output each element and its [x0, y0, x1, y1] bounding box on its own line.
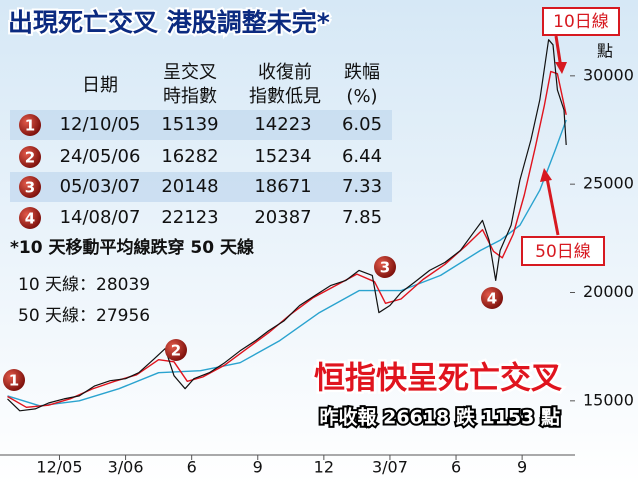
row-number: 3 — [25, 179, 35, 197]
series-line — [7, 119, 567, 407]
row-band — [10, 110, 392, 140]
y-tick-label: 25000 — [583, 174, 634, 193]
row-marker — [19, 114, 41, 136]
table-header: 收復前 — [258, 62, 312, 83]
y-tick-label: 15000 — [583, 390, 634, 409]
table-cell: 16282 — [161, 146, 218, 167]
table-cell: 20387 — [254, 207, 311, 228]
event-marker — [165, 339, 187, 361]
table-cell: 12/10/05 — [60, 114, 141, 135]
x-tick-label: 6 — [187, 458, 197, 477]
row-marker — [19, 146, 41, 168]
legend-label: 10日線 — [553, 12, 609, 32]
x-tick-label: 3/06 — [108, 458, 144, 477]
table-header: 指數低見 — [249, 86, 321, 107]
table-cell: 7.85 — [342, 207, 382, 228]
plot-area — [7, 39, 567, 412]
row-number: 2 — [25, 149, 35, 167]
headline: 恒指快呈死亡交叉 — [314, 361, 562, 397]
row-band — [10, 172, 392, 202]
x-tick-label: 12 — [314, 458, 334, 477]
table-header: (%) — [346, 86, 377, 107]
table-header: 跌幅 — [344, 62, 380, 83]
row-marker — [19, 176, 41, 198]
event-marker — [481, 287, 503, 309]
note: *10 天移動平均線跌穿 50 天線 — [10, 237, 254, 258]
table-cell: 14/08/07 — [60, 207, 141, 228]
row-number: 4 — [25, 210, 35, 228]
row-number: 1 — [25, 117, 35, 135]
x-tick-label: 9 — [517, 458, 527, 477]
series-line — [7, 39, 567, 412]
event-marker — [374, 256, 396, 278]
table-header: 時指數 — [163, 86, 217, 107]
subheadline: 昨收報 26618 跌 1153 點 — [320, 406, 560, 429]
y-tick-label: 30000 — [583, 65, 634, 84]
y-unit: 點 — [597, 42, 613, 61]
x-tick-label: 3/07 — [372, 458, 408, 477]
table-cell: 14223 — [254, 114, 311, 135]
x-tick-label: 12/05 — [36, 458, 82, 477]
callout-box — [542, 7, 620, 36]
table-header: 呈交叉 — [163, 62, 217, 83]
table-cell: 24/05/06 — [60, 146, 141, 167]
event-marker — [3, 369, 25, 391]
table-cell: 7.33 — [342, 176, 382, 197]
table-header: 日期 — [82, 75, 118, 96]
table-cell: 22123 — [161, 207, 218, 228]
table-cell: 6.05 — [342, 114, 382, 135]
callouts: 10日線 50日線 — [521, 7, 620, 266]
x-tick-label: 9 — [253, 458, 263, 477]
note: 50 天線：27956 — [18, 306, 150, 326]
table-cell: 20148 — [161, 176, 218, 197]
callout-arrow — [545, 177, 560, 236]
table-cell: 15234 — [254, 146, 311, 167]
table-rows: 1 12/10/05 15139 14223 6.05 2 24/05/06 16282 152… — [19, 114, 382, 229]
x-tick-label: 6 — [451, 458, 461, 477]
event-marker-label: 2 — [171, 342, 181, 360]
note: 10 天線：28039 — [18, 275, 150, 295]
callout-box — [521, 236, 605, 266]
event-marker-label: 1 — [9, 372, 19, 390]
table: 日期 呈交叉 時指數 收復前 指數低見 跌幅 (%) 1 12/10/05 1513… — [10, 62, 392, 229]
y-tick-label: 20000 — [583, 282, 634, 301]
event-marker-label: 3 — [380, 259, 390, 277]
event-markers: 1 2 3 4 — [3, 256, 503, 391]
legend-label: 50日線 — [535, 242, 591, 262]
axes: 15000 20000 25000 30000 12/05 3/06 6 9 12 3/07 6 9 — [36, 65, 633, 476]
table-cell: 15139 — [161, 114, 218, 135]
table-cell: 18671 — [254, 176, 311, 197]
row-marker — [19, 207, 41, 229]
event-marker-label: 4 — [487, 290, 497, 308]
callout-arrowhead — [555, 62, 567, 74]
title: 出現死亡交叉 港股調整未完* — [8, 8, 330, 37]
table-cell: 05/03/07 — [60, 176, 141, 197]
table-cell: 6.44 — [342, 146, 382, 167]
callout-arrowhead — [540, 168, 552, 182]
